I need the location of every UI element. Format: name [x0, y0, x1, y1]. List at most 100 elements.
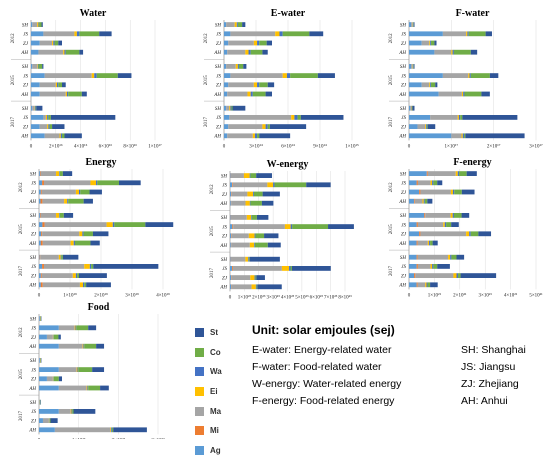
bar-segment-st — [51, 418, 58, 423]
bar-segment-ma — [43, 282, 80, 287]
bar-segment-ei — [468, 73, 469, 78]
region-label: ZJ — [31, 233, 37, 238]
bar-segment-ma — [229, 115, 291, 120]
notes-block: Unit: solar emjoules (sej) E-water: Ener… — [252, 323, 547, 410]
bar-segment-ei — [247, 92, 250, 97]
bar-segment-st — [42, 64, 43, 69]
bar-segment-ma — [227, 133, 253, 138]
bar-segment-st — [145, 222, 173, 227]
bar-segment-co — [84, 231, 93, 236]
bar-segment-mi — [417, 255, 418, 260]
bar-segment-ei — [47, 124, 48, 129]
bar-segment-ma — [40, 92, 66, 97]
bar-segment-wa — [79, 190, 80, 195]
bar-segment-ei — [71, 241, 74, 246]
bar-segment-ag — [31, 133, 45, 138]
region-label: SH — [215, 107, 222, 112]
bar-segment-co — [48, 115, 50, 120]
bar-segment-ag — [39, 231, 41, 236]
bar-segment-ei — [84, 264, 90, 269]
bar-segment-mi — [232, 224, 233, 229]
bar-segment-co — [60, 171, 63, 176]
bar-segment-co — [251, 50, 263, 55]
bar-segment-st — [93, 264, 158, 269]
bar-segment-ei — [431, 180, 433, 185]
bar-segment-st — [118, 73, 132, 78]
bar-segment-ei — [76, 190, 79, 195]
bar-segment-ag — [31, 41, 40, 46]
chart-title: F-energy — [453, 157, 491, 168]
bar-segment-wa — [427, 282, 428, 287]
bar-segment-co — [254, 192, 263, 197]
bar-segment-st — [309, 31, 323, 36]
bar-segment-ag — [409, 199, 414, 204]
bar-segment-ag — [409, 255, 417, 260]
bar-segment-co — [66, 50, 80, 55]
bar-segment-ei — [458, 115, 459, 120]
region-label: JS — [31, 410, 36, 415]
year-label: 2017 — [11, 117, 16, 128]
legend-item: Ma — [195, 401, 235, 421]
region-label: SH — [221, 216, 228, 221]
bar-segment-ag — [409, 64, 411, 69]
bar-segment-mi — [417, 241, 418, 246]
bar-segment-mi — [40, 171, 41, 176]
bar-segment-ag — [31, 106, 32, 111]
bar-segment-st — [36, 106, 42, 111]
bar-segment-ei — [451, 213, 453, 218]
region-label: JS — [401, 223, 406, 228]
bar-segment-ma — [32, 106, 34, 111]
bar-segment-ma — [422, 41, 430, 46]
bar-segment-ag — [31, 82, 40, 87]
bar-segment-mi — [417, 264, 418, 269]
bar-segment-ei — [448, 255, 450, 260]
bar-segment-ma — [451, 133, 461, 138]
bar-segment-ei — [244, 173, 250, 178]
bar-segment-wa — [463, 133, 464, 138]
bar-segment-st — [79, 50, 83, 55]
bar-segment-ma — [44, 264, 84, 269]
x-tick-label: 3×10¹⁹ — [125, 292, 139, 298]
region-label: AH — [213, 51, 221, 56]
bar-segment-co — [61, 255, 63, 260]
bar-segment-ma — [41, 171, 57, 176]
bar-segment-ag — [39, 213, 40, 218]
bar-segment-st — [113, 427, 147, 432]
bar-segment-st — [433, 241, 438, 246]
bar-segment-st — [58, 41, 62, 46]
year-label: 2017 — [389, 266, 394, 277]
bar-segment-wa — [255, 133, 257, 138]
bar-segment-ei — [56, 171, 59, 176]
bar-segment-co — [78, 367, 92, 372]
region-label: ZJ — [31, 419, 37, 424]
bar-segment-ma — [59, 367, 77, 372]
bar-segment-wa — [430, 41, 431, 46]
x-tick-label: 3×10¹⁴ — [249, 143, 263, 149]
bar-segment-wa — [77, 31, 79, 36]
bar-segment-st — [64, 133, 81, 138]
bar-segment-co — [62, 133, 64, 138]
legend-label: Co — [210, 348, 221, 357]
region-label: AH — [28, 429, 36, 434]
bar-segment-ei — [246, 201, 250, 206]
region-label: ZJ — [401, 191, 407, 196]
bar-segment-wa — [76, 273, 77, 278]
x-tick-label: 6×10²³ — [310, 294, 324, 300]
bar-segment-co — [77, 273, 79, 278]
bar-segment-wa — [61, 255, 62, 260]
note-definition: F-energy: Food-related energy — [252, 393, 461, 410]
bar-segment-st — [99, 31, 111, 36]
region-label: SH — [30, 401, 37, 406]
bar-segment-wa — [279, 31, 282, 36]
x-tick-label: 4×10¹⁶ — [74, 143, 88, 149]
bar-segment-wa — [35, 106, 36, 111]
legend-label: Ag — [210, 446, 221, 455]
bar-segment-mi — [424, 213, 425, 218]
bar-segment-mi — [41, 282, 43, 287]
bar-segment-wa — [251, 92, 253, 97]
bar-segment-ma — [45, 73, 92, 78]
region-label: SH — [30, 256, 37, 261]
bar-segment-wa — [74, 241, 75, 246]
bar-segment-ma — [42, 273, 73, 278]
